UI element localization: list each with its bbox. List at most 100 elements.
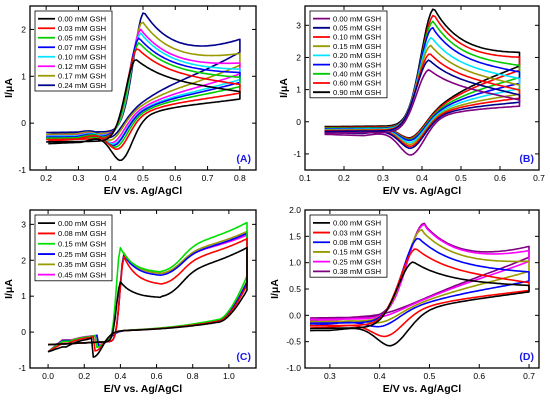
panel-1: 0.2 0.3 0.4 0.5 0.6 0.7 0.8 -1 0 1 2 E/V vs. Ag/AgC…	[3, 5, 257, 197]
panel-4: 0.3 0.4 0.5 0.6 0.7 -1.0 -0.5 0.0 0.5 1.0 1.5 2.0 E/…	[269, 205, 540, 395]
y-axis-label: I/μA	[3, 279, 15, 299]
y-tick-label: 1	[21, 291, 26, 301]
legend-entry: 0.15 mM GSH	[333, 248, 381, 257]
y-tick-label: 3	[296, 20, 301, 30]
x-tick-label: 0.3	[73, 173, 85, 183]
y-axis-label: I/μA	[269, 279, 281, 299]
x-tick-label: 0.5	[424, 371, 436, 381]
x-tick-label: 0.4	[105, 173, 117, 183]
x-tick-label: 0.4	[374, 371, 386, 381]
y-tick-label: 0	[21, 327, 26, 337]
series-line	[310, 261, 530, 347]
legend-box	[309, 214, 388, 278]
legend-entry: 0.08 mM GSH	[58, 229, 106, 238]
legend-entry: 0.15 mM GSH	[333, 42, 381, 51]
panel-2: 0.1 0.2 0.3 0.4 0.5 0.6 0.7 -1 0 1 2 3 E/V vs. Ag/Ag…	[278, 5, 545, 197]
legend-entry: 0.10 mM GSH	[333, 33, 381, 42]
y-tick-label: 1.5	[289, 231, 301, 241]
y-tick-label: 2	[21, 24, 26, 34]
legend-entry: 0.03 mM GSH	[58, 24, 106, 33]
curves	[309, 222, 530, 347]
x-tick-label: 0.4	[416, 173, 428, 183]
panel-label: (B)	[519, 153, 534, 165]
legend-entry: 0.07 mM GSH	[58, 43, 106, 52]
x-tick-label: 0.2	[78, 371, 90, 381]
series-line	[324, 69, 521, 156]
x-axis-label: E/V vs. Ag/AgCl	[104, 185, 182, 197]
panel-label: (D)	[519, 351, 534, 363]
y-tick-label: 0.0	[289, 310, 301, 320]
x-tick-label: 0.1	[299, 173, 311, 183]
legend-entry: 0.25 mM GSH	[58, 250, 106, 259]
legend-entry: 0.08 mM GSH	[333, 238, 381, 247]
legend-entry: 0.12 mM GSH	[58, 62, 106, 71]
y-tick-label: -0.5	[286, 337, 301, 347]
x-tick-label: 0.6	[494, 173, 506, 183]
legend-entry: 0.03 mM GSH	[333, 228, 381, 237]
x-tick-label: 0.6	[473, 371, 485, 381]
plot-frame	[29, 209, 257, 369]
legend-entry: 0.90 mM GSH	[333, 88, 381, 97]
legend-entry: 0.17 mM GSH	[58, 71, 106, 80]
x-tick-label: 0.8	[234, 173, 246, 183]
series-line	[46, 12, 241, 139]
x-tick-label: 0.0	[42, 371, 54, 381]
legend-entry: 0.05 mM GSH	[58, 33, 106, 42]
y-tick-label: -1	[18, 363, 26, 373]
y-tick-label: -1.0	[286, 363, 301, 373]
curves	[324, 8, 521, 156]
panel-label: (C)	[236, 351, 251, 363]
curves	[47, 221, 248, 358]
x-tick-label: 0.5	[137, 173, 149, 183]
x-tick-label: 0.8	[187, 371, 199, 381]
x-tick-label: 0.6	[151, 371, 163, 381]
legend-entry: 0.38 mM GSH	[333, 267, 381, 276]
panel-label: (A)	[236, 153, 251, 165]
series-line	[47, 246, 248, 358]
legend-entry: 0.40 mM GSH	[333, 70, 381, 79]
legend-entry: 0.60 mM GSH	[333, 79, 381, 88]
x-tick-label: 0.2	[338, 173, 350, 183]
panel-3: 0.0 0.2 0.4 0.6 0.8 1.0 -1 0 1 2 3 E/V vs. Ag/AgCl I…	[3, 209, 257, 395]
y-tick-label: 0	[296, 117, 301, 127]
y-tick-label: 1	[21, 71, 26, 81]
x-tick-label: 0.7	[533, 173, 545, 183]
y-axis-label: I/μA	[3, 78, 15, 98]
x-tick-label: 0.7	[523, 371, 535, 381]
y-tick-label: 1.0	[289, 258, 301, 268]
x-tick-label: 0.3	[324, 371, 336, 381]
legend-box	[34, 214, 113, 282]
legend-entry: 0.20 mM GSH	[333, 51, 381, 60]
y-tick-label: 3	[21, 219, 26, 229]
x-tick-label: 0.7	[202, 173, 214, 183]
series-line	[324, 59, 521, 149]
x-axis-label: E/V vs. Ag/AgCl	[104, 383, 182, 395]
x-tick-label: 0.2	[40, 173, 52, 183]
legend-entry: 0.00 mM GSH	[58, 14, 106, 23]
y-axis-label: I/μA	[278, 78, 290, 98]
y-tick-label: 1	[296, 85, 301, 95]
y-tick-label: -1	[18, 165, 26, 175]
legend-entry: 0.45 mM GSH	[58, 270, 106, 279]
x-tick-label: 0.3	[377, 173, 389, 183]
legend-entry: 0.35 mM GSH	[58, 260, 106, 269]
curves	[46, 12, 241, 162]
legend-entry: 0.00 mM GSH	[333, 14, 381, 23]
legend-entry: 0.15 mM GSH	[58, 239, 106, 248]
legend-box	[34, 10, 113, 92]
legend-entry: 0.00 mM GSH	[333, 219, 381, 228]
legend-entry: 0.24 mM GSH	[58, 81, 106, 90]
legend-entry: 0.10 mM GSH	[58, 52, 106, 61]
x-axis-label: E/V vs. Ag/AgCl	[383, 185, 461, 197]
series-line	[46, 59, 241, 162]
y-tick-label: 0.5	[289, 284, 301, 294]
legend-entry: 0.00 mM GSH	[58, 219, 106, 228]
y-tick-label: 2.0	[289, 205, 301, 215]
y-tick-label: 0	[21, 118, 26, 128]
legend-entry: 0.05 mM GSH	[333, 24, 381, 33]
y-tick-label: 2	[21, 255, 26, 265]
x-tick-label: 0.4	[114, 371, 126, 381]
x-tick-label: 1.0	[223, 371, 235, 381]
